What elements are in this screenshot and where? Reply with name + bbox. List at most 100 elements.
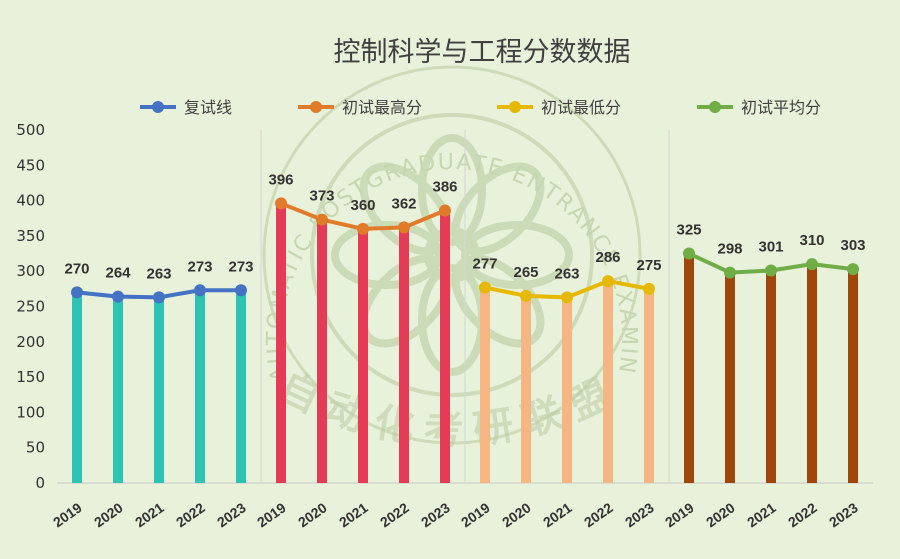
point-marker (561, 291, 573, 304)
bar (603, 281, 613, 483)
bar (113, 296, 123, 483)
data-label: 277 (472, 255, 497, 272)
data-label: 265 (513, 264, 538, 281)
x-tick-label: 2021 (540, 499, 575, 530)
bar (480, 287, 490, 483)
legend-item: 初试最低分 (497, 98, 621, 117)
legend: 复试线 初试最高分 初试最低分 初试平均分 (140, 98, 821, 117)
y-tick-label: 450 (16, 156, 45, 174)
bar (562, 297, 572, 483)
x-tick-label: 2022 (785, 499, 820, 530)
x-tick-label: 2023 (622, 499, 657, 530)
x-tick-label: 2021 (744, 499, 779, 530)
data-label: 310 (799, 232, 824, 249)
point-marker (439, 204, 451, 217)
point-marker (602, 275, 614, 288)
y-tick-label: 500 (16, 121, 45, 139)
chart-title: 控制科学与工程分数数据 (334, 37, 631, 68)
legend-marker (310, 101, 322, 113)
x-tick-label: 2019 (458, 499, 493, 530)
legend-label: 初试最低分 (541, 98, 621, 117)
data-label: 275 (636, 257, 661, 274)
data-label: 273 (187, 258, 212, 275)
watermark-flower-icon (331, 134, 573, 376)
data-label: 373 (309, 188, 334, 205)
y-tick-label: 250 (16, 298, 45, 316)
y-tick-label: 300 (16, 262, 45, 280)
x-axis: 2019 2020 2021 2022 2023 2019 2020 2021 2022 2023… (50, 499, 861, 530)
x-tick-label: 2019 (50, 499, 85, 530)
legend-label: 复试线 (184, 98, 232, 117)
bar (766, 270, 776, 483)
point-marker (398, 221, 410, 234)
data-label: 301 (758, 238, 783, 255)
point-marker (724, 266, 736, 279)
point-marker (357, 222, 369, 235)
x-tick-label: 2019 (254, 499, 289, 530)
series-group: 277 265 263 286 275 (472, 249, 662, 483)
watermark-outer-ring (262, 65, 642, 445)
data-label: 386 (432, 178, 457, 195)
x-tick-label: 2020 (703, 499, 738, 530)
data-label: 264 (105, 265, 131, 282)
point-marker (479, 281, 491, 294)
bar (317, 219, 327, 484)
data-label: 360 (350, 197, 375, 214)
y-tick-label: 0 (35, 474, 45, 492)
bar (399, 227, 409, 483)
bar (725, 272, 735, 483)
x-tick-label: 2021 (336, 499, 371, 530)
data-label: 325 (676, 222, 701, 239)
x-tick-label: 2022 (377, 499, 412, 530)
point-marker (316, 213, 328, 226)
y-tick-label: 350 (16, 227, 45, 245)
point-marker (112, 290, 124, 303)
legend-marker (709, 101, 721, 113)
series-group: 325 298 301 310 303 (676, 222, 866, 483)
x-tick-label: 2022 (581, 499, 616, 530)
point-marker (765, 264, 777, 277)
bar (358, 228, 368, 483)
legend-item: 复试线 (140, 98, 232, 117)
bar (236, 290, 246, 483)
y-tick-label: 50 (26, 439, 45, 457)
point-marker (275, 197, 287, 210)
bar (195, 290, 205, 483)
point-marker (847, 263, 859, 276)
y-tick-label: 100 (16, 403, 45, 421)
bar (644, 288, 654, 483)
x-tick-label: 2020 (295, 499, 330, 530)
bar (276, 203, 286, 483)
bar (154, 297, 164, 483)
bar (684, 253, 694, 483)
y-tick-label: 150 (16, 368, 45, 386)
data-label: 286 (595, 249, 620, 266)
watermark-inner-ring (310, 113, 594, 397)
legend-item: 初试最高分 (298, 98, 422, 117)
point-marker (194, 284, 206, 297)
point-marker (643, 282, 655, 295)
series-group: 396 373 360 362 386 (268, 171, 458, 484)
data-label: 263 (554, 265, 579, 282)
legend-label: 初试最高分 (342, 98, 422, 117)
x-tick-label: 2020 (91, 499, 126, 530)
x-tick-label: 2023 (418, 499, 453, 530)
data-label: 396 (268, 171, 293, 188)
y-tick-label: 400 (16, 192, 45, 210)
data-label: 303 (840, 237, 865, 254)
data-label: 270 (64, 260, 89, 277)
x-tick-label: 2022 (173, 499, 208, 530)
legend-label: 初试平均分 (741, 98, 821, 117)
point-marker (683, 247, 695, 260)
series-group: 270 264 263 273 273 (64, 258, 254, 483)
bar (521, 295, 531, 483)
bar (440, 210, 450, 483)
data-label: 298 (717, 241, 742, 258)
legend-marker (509, 101, 521, 113)
data-label: 362 (391, 195, 416, 212)
x-tick-label: 2020 (499, 499, 534, 530)
y-axis: 0 50 100 150 200 250 300 350 400 450 500 (16, 121, 873, 492)
